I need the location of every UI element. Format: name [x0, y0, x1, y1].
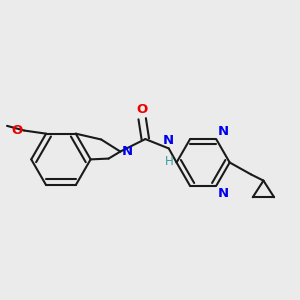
Text: N: N — [163, 134, 174, 147]
Text: O: O — [136, 103, 148, 116]
Text: N: N — [218, 124, 229, 138]
Text: N: N — [122, 145, 133, 158]
Text: O: O — [11, 124, 23, 137]
Text: H: H — [164, 155, 173, 168]
Text: N: N — [218, 188, 229, 200]
